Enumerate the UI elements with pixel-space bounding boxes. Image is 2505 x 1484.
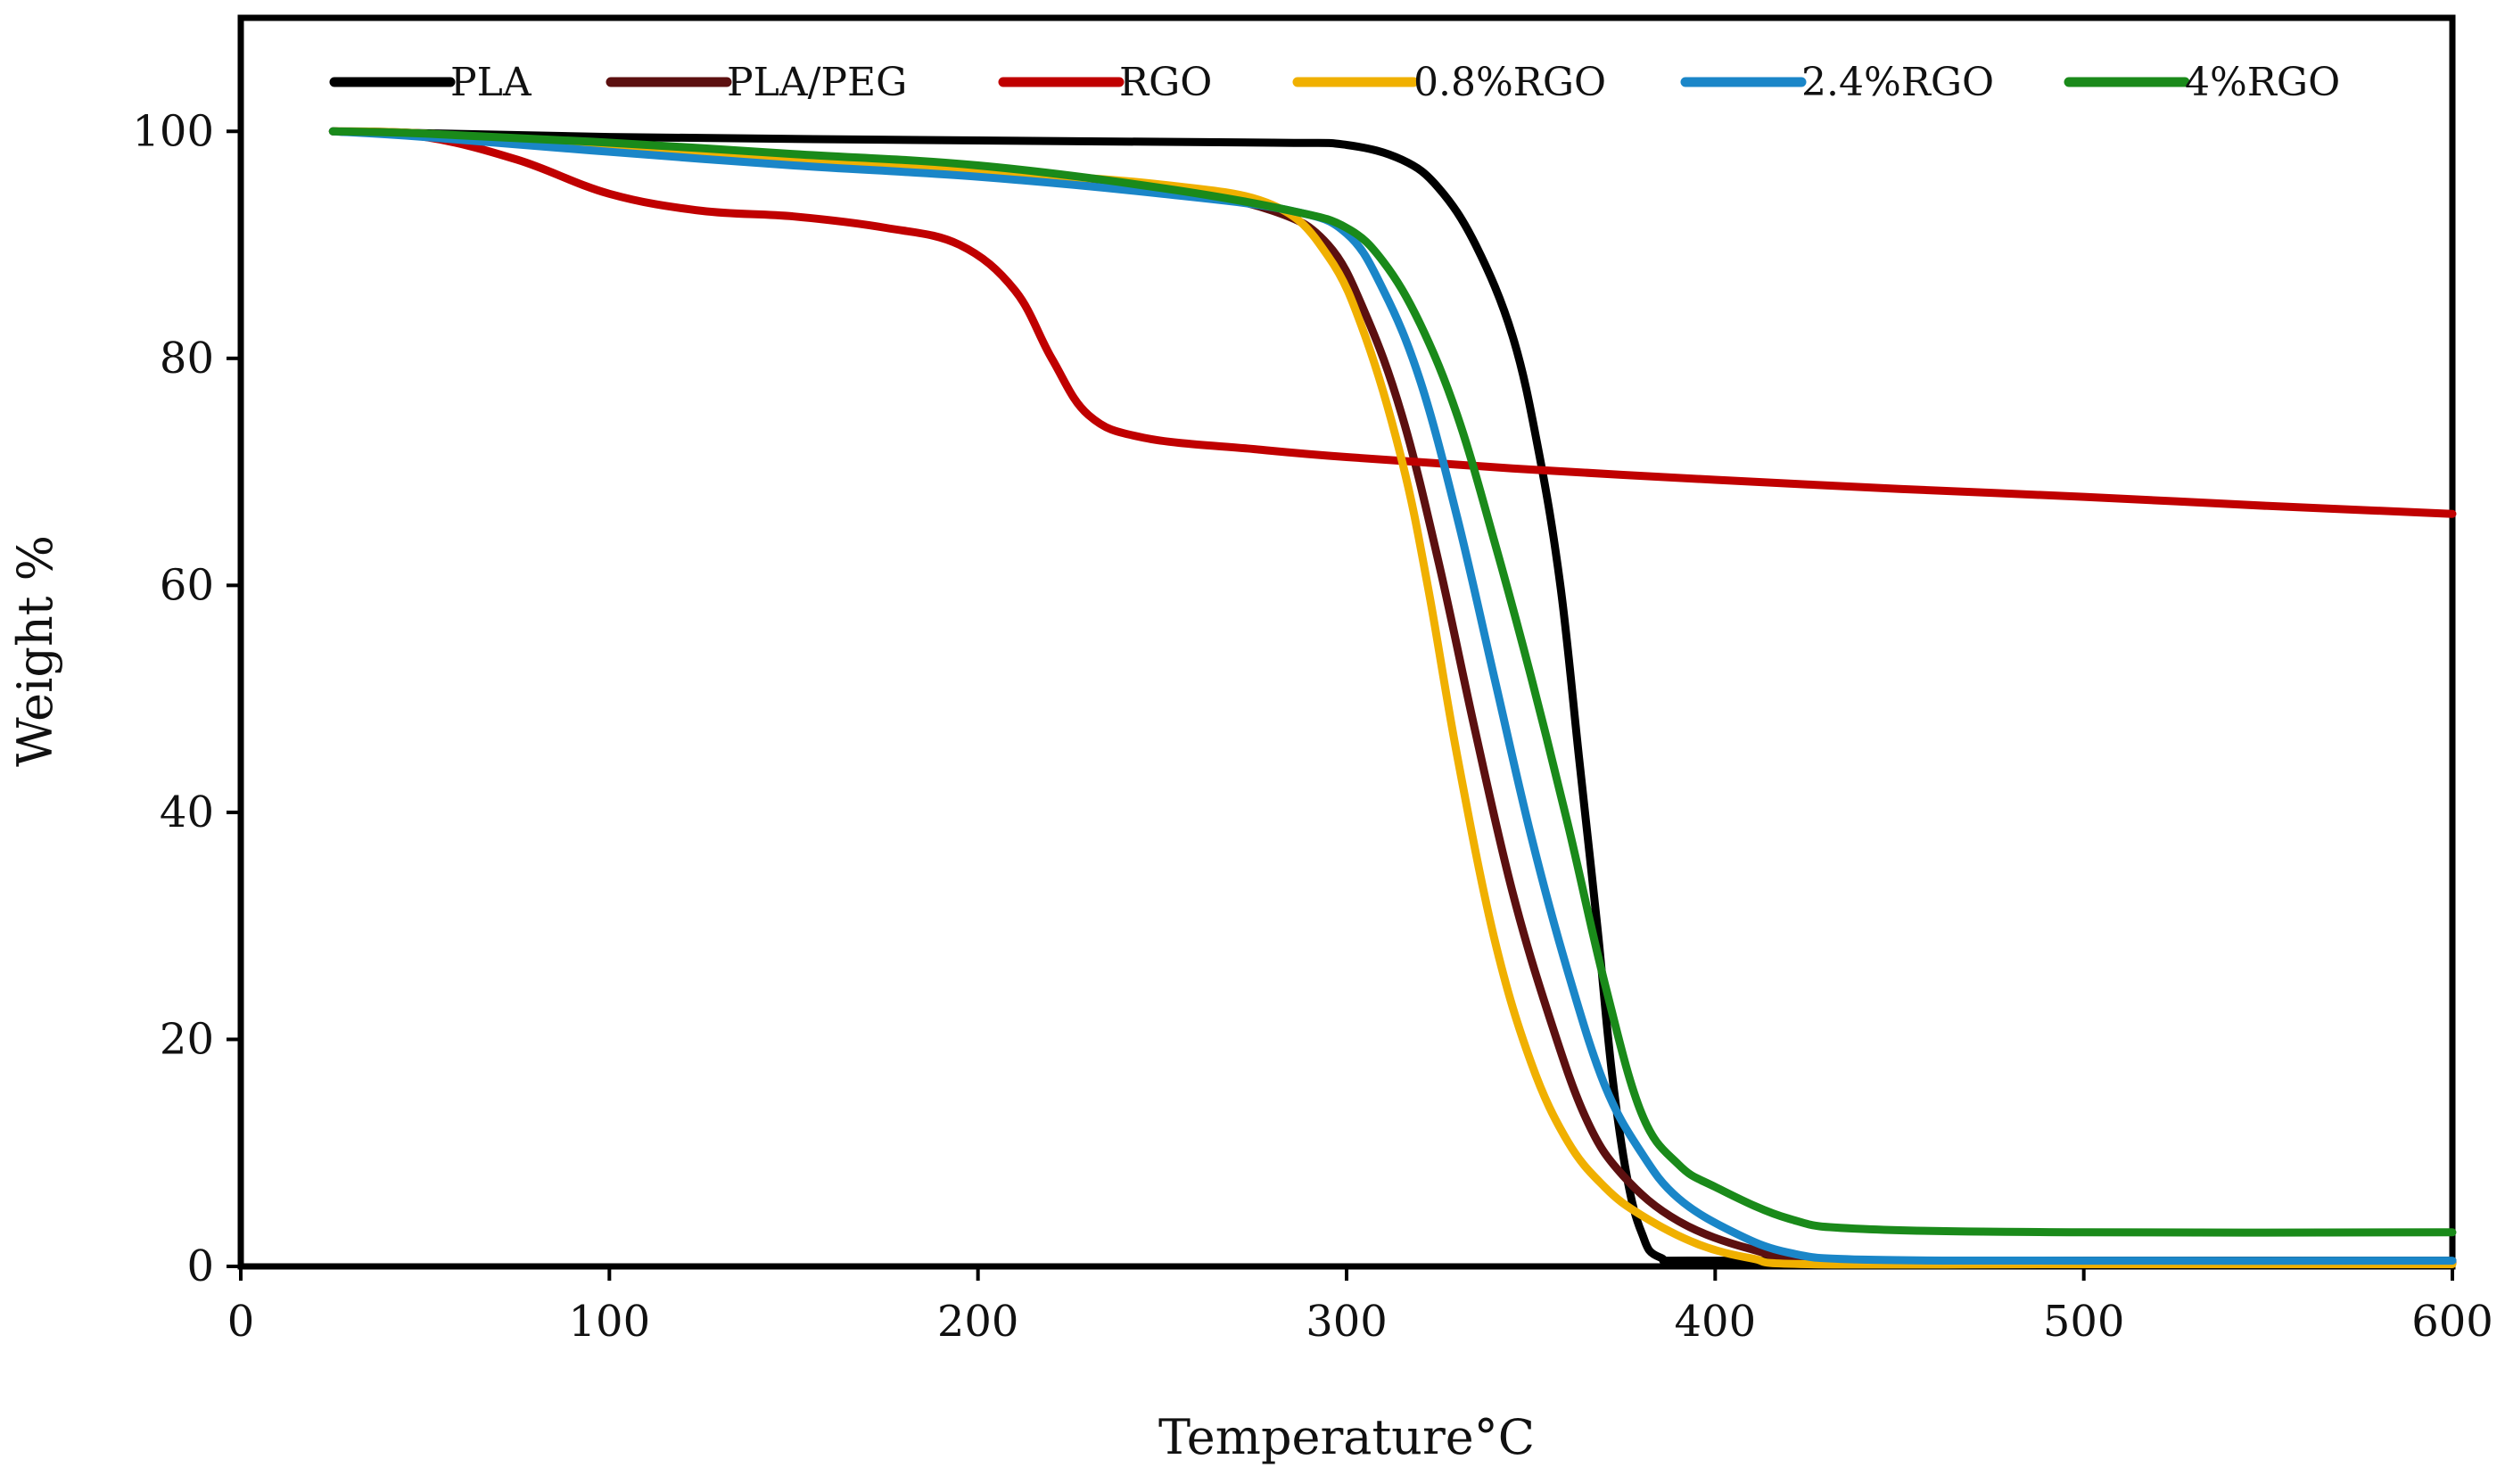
x-axis: 0 100 200 300 400 500 600 xyxy=(227,1266,2493,1347)
y-tick-label: 80 xyxy=(160,334,214,383)
y-tick-label: 100 xyxy=(132,106,214,156)
legend-label-pla-peg: PLA/PEG xyxy=(727,60,907,105)
x-tick-label: 200 xyxy=(937,1297,1019,1347)
legend-label-pla: PLA xyxy=(450,60,532,105)
legend: PLA PLA/PEG RGO 0.8%RGO 2.4%RGO 4%RGO xyxy=(329,60,2340,105)
x-tick-label: 600 xyxy=(2411,1297,2493,1347)
legend-label-rgo: RGO xyxy=(1119,60,1212,105)
legend-label-4-rgo: 4%RGO xyxy=(2185,60,2340,105)
x-tick-label: 400 xyxy=(1675,1297,1757,1347)
legend-label-2-4-rgo: 2.4%RGO xyxy=(1801,60,1994,105)
y-tick-label: 40 xyxy=(160,787,214,837)
plot-area xyxy=(237,14,2456,1270)
x-tick-label: 300 xyxy=(1306,1297,1388,1347)
series-line-0-8-rgo xyxy=(328,127,2457,1269)
x-tick-label: 500 xyxy=(2043,1297,2125,1347)
x-tick-label: 100 xyxy=(569,1297,651,1347)
legend-label-0-8-rgo: 0.8%RGO xyxy=(1413,60,1606,105)
x-axis-title: Temperature°C xyxy=(1158,1409,1535,1465)
y-tick-label: 20 xyxy=(160,1014,214,1064)
series-group xyxy=(328,127,2457,1269)
y-tick-label: 60 xyxy=(160,560,214,610)
x-tick-label: 0 xyxy=(227,1297,255,1347)
y-axis-title: Weight % xyxy=(7,535,63,767)
series-line-2-4-rgo xyxy=(328,127,2457,1266)
y-tick-label: 0 xyxy=(186,1241,214,1291)
y-axis: 0 20 40 60 80 100 xyxy=(132,106,241,1291)
series-line-rgo xyxy=(328,127,2457,518)
series-line-pla xyxy=(328,127,2457,1266)
series-line-4-rgo xyxy=(328,127,2457,1237)
